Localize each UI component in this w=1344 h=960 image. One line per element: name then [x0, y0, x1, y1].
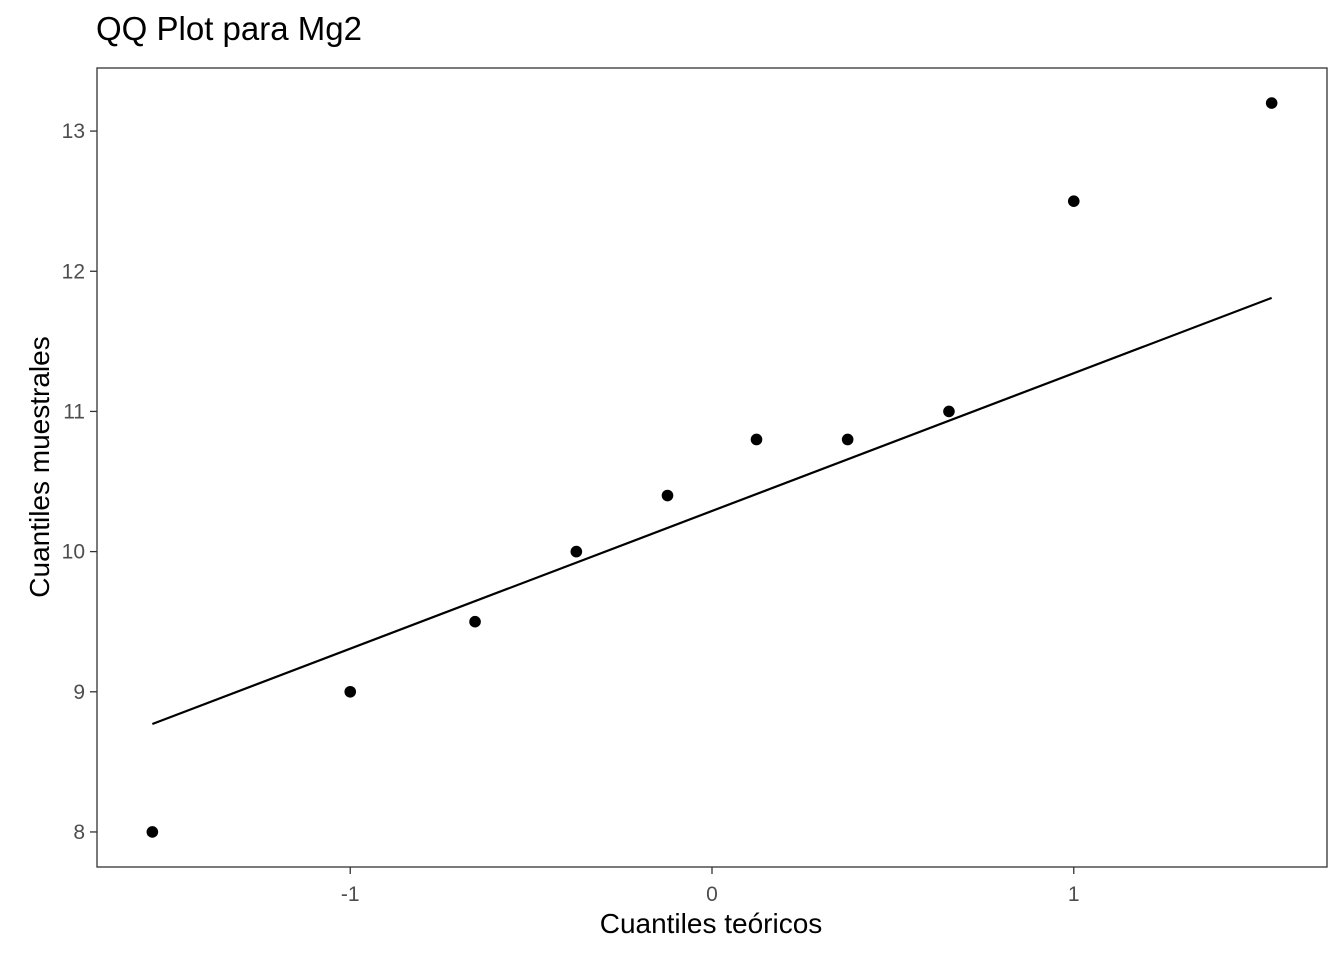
- y-tick-label: 11: [63, 400, 85, 423]
- data-point: [661, 489, 674, 502]
- data-point: [750, 433, 763, 446]
- x-tick-label: 1: [1068, 883, 1080, 906]
- qq-reference-line: [151, 296, 1273, 726]
- x-axis: -1 0 1: [341, 867, 1080, 906]
- y-axis: 8 9 10 11 12 13: [62, 120, 97, 844]
- data-point: [146, 826, 159, 838]
- y-axis-label: Cuantiles muestrales: [24, 336, 55, 598]
- data-point: [1067, 195, 1080, 207]
- y-tick-label: 12: [62, 260, 85, 283]
- y-tick-label: 13: [62, 120, 85, 143]
- reference-line: [151, 296, 1273, 726]
- data-point: [943, 405, 955, 418]
- data-point: [344, 685, 357, 698]
- data-point: [570, 545, 583, 558]
- data-point: [469, 615, 481, 628]
- data-point: [1265, 97, 1278, 109]
- x-tick-label: 0: [706, 883, 718, 906]
- y-tick-label: 8: [73, 821, 85, 844]
- x-axis-label: Cuantiles teóricos: [599, 908, 823, 939]
- plot-panel: [96, 67, 1328, 868]
- y-tick-label: 9: [73, 681, 85, 704]
- chart-title: QQ Plot para Mg2: [96, 10, 362, 47]
- x-tick-label: -1: [341, 883, 360, 906]
- data-points: [146, 97, 1278, 838]
- data-point: [841, 433, 854, 446]
- y-tick-label: 10: [62, 541, 85, 564]
